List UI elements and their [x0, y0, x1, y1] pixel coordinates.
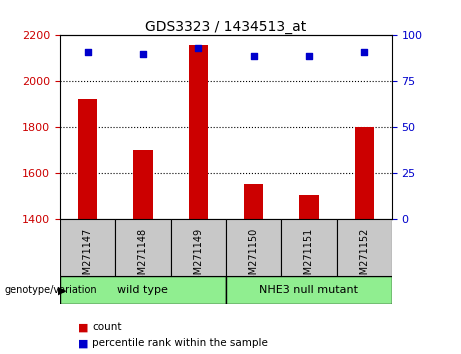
Bar — [60, 276, 226, 304]
Text: GSM271152: GSM271152 — [359, 228, 369, 287]
Text: percentile rank within the sample: percentile rank within the sample — [92, 338, 268, 348]
Point — [361, 49, 368, 55]
Text: GSM271150: GSM271150 — [248, 228, 259, 287]
Bar — [133, 150, 153, 219]
Point — [250, 53, 257, 58]
Text: GSM271151: GSM271151 — [304, 228, 314, 287]
Bar — [299, 195, 319, 219]
Text: GSM271148: GSM271148 — [138, 228, 148, 287]
Point — [195, 45, 202, 51]
Text: count: count — [92, 322, 122, 332]
Text: genotype/variation: genotype/variation — [5, 285, 97, 295]
Bar — [355, 127, 374, 219]
Bar — [60, 219, 115, 276]
Text: ▶: ▶ — [58, 285, 66, 295]
Text: NHE3 null mutant: NHE3 null mutant — [260, 285, 358, 295]
Point — [139, 51, 147, 57]
Text: GSM271147: GSM271147 — [83, 228, 93, 287]
Bar — [226, 219, 281, 276]
Text: GSM271149: GSM271149 — [193, 228, 203, 287]
Bar — [189, 45, 208, 219]
Bar — [171, 219, 226, 276]
Text: ■: ■ — [78, 338, 89, 348]
Bar — [281, 219, 337, 276]
Point — [305, 53, 313, 58]
Bar — [244, 184, 263, 219]
Bar — [337, 219, 392, 276]
Bar — [226, 276, 392, 304]
Bar — [78, 99, 97, 219]
Text: ■: ■ — [78, 322, 89, 332]
Bar — [115, 219, 171, 276]
Point — [84, 49, 91, 55]
Title: GDS3323 / 1434513_at: GDS3323 / 1434513_at — [145, 21, 307, 34]
Text: wild type: wild type — [118, 285, 168, 295]
